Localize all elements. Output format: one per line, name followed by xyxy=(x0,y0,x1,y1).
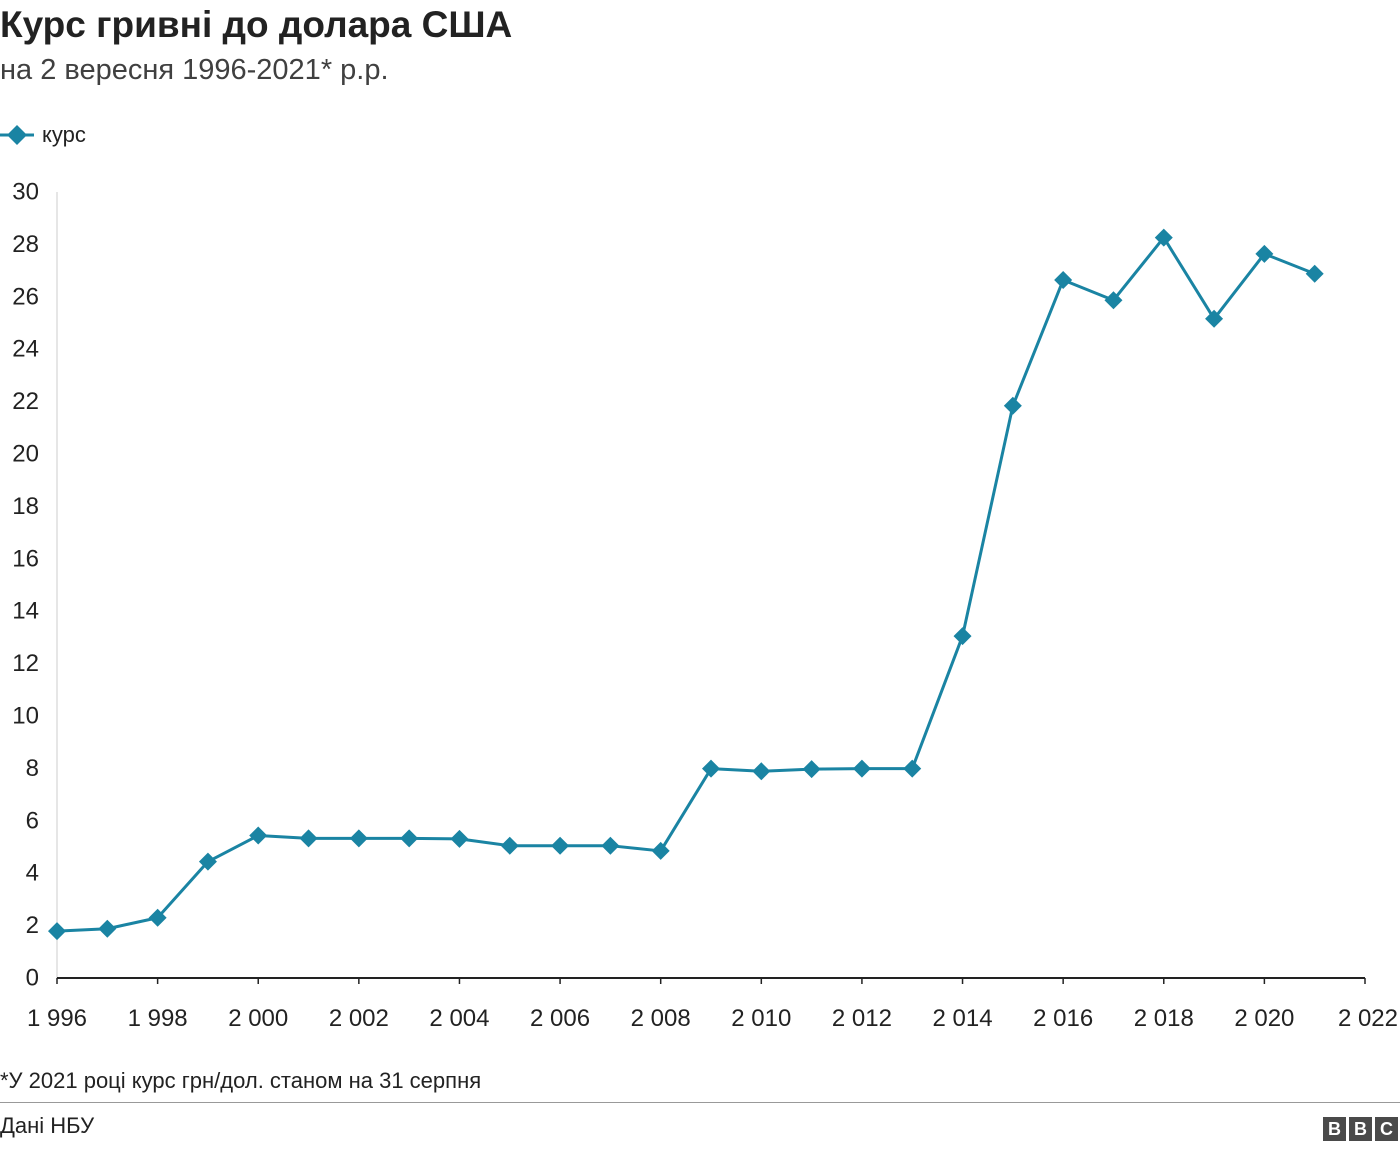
data-point xyxy=(1003,396,1022,415)
y-tick-label: 20 xyxy=(12,441,39,468)
x-tick-label: 2 012 xyxy=(832,1005,892,1032)
x-tick-label: 2 008 xyxy=(631,1005,691,1032)
data-point xyxy=(148,908,167,927)
data-point xyxy=(551,836,570,855)
data-point xyxy=(98,919,117,938)
x-axis: 1 996 1 998 2 000 2 002 2 004 2 006 2 008 2 010… xyxy=(27,977,1398,1032)
data-point xyxy=(953,627,972,646)
series-layer xyxy=(48,228,1324,941)
bbc-logo-letter: B xyxy=(1349,1117,1372,1141)
x-tick-label: 2 006 xyxy=(530,1005,590,1032)
x-tick-label: 2 000 xyxy=(228,1005,288,1032)
data-point xyxy=(702,759,720,778)
y-tick-label: 22 xyxy=(12,388,39,415)
data-point xyxy=(1305,264,1324,283)
chart-title: Курс гривні до долара США xyxy=(0,4,513,45)
data-point xyxy=(752,762,771,781)
data-point xyxy=(1054,271,1073,290)
bbc-logo-letter: C xyxy=(1375,1117,1398,1141)
data-point xyxy=(500,836,519,855)
source-note: Дані НБУ xyxy=(0,1113,95,1138)
data-point xyxy=(852,759,871,778)
x-tick-label: 2 020 xyxy=(1234,1005,1294,1032)
chart-subtitle: на 2 вересня 1996-2021* р.р. xyxy=(0,54,389,86)
data-point xyxy=(1205,309,1224,328)
data-point xyxy=(651,841,670,860)
y-tick-label: 18 xyxy=(12,493,39,520)
y-tick-label: 10 xyxy=(12,703,39,730)
x-tick-label: 2 018 xyxy=(1134,1005,1194,1032)
y-tick-label: 30 xyxy=(12,179,39,206)
y-tick-label: 26 xyxy=(12,283,39,310)
y-tick-label: 2 xyxy=(26,912,39,939)
y-tick-label: 16 xyxy=(12,545,39,572)
x-tick-label: 2 014 xyxy=(933,1005,993,1032)
bbc-logo-letter: B xyxy=(1323,1117,1346,1141)
data-point xyxy=(1154,228,1173,247)
y-tick-label: 4 xyxy=(26,860,39,887)
data-point xyxy=(903,759,922,778)
x-tick-label: 2 002 xyxy=(329,1005,389,1032)
footer-divider xyxy=(0,1102,1400,1103)
data-point xyxy=(299,829,318,848)
x-tick-label: 2 004 xyxy=(429,1005,489,1032)
x-tick-label: 2 016 xyxy=(1033,1005,1093,1032)
y-tick-label: 12 xyxy=(12,650,39,677)
x-tick-label: 1 996 xyxy=(27,1005,87,1032)
y-tick-label: 0 xyxy=(26,965,39,992)
data-point xyxy=(601,836,620,855)
data-point xyxy=(349,829,368,848)
data-point xyxy=(400,829,419,848)
data-point xyxy=(802,760,821,779)
legend-marker-icon xyxy=(0,125,34,145)
legend-label: курс xyxy=(42,122,86,147)
x-tick-label: 1 998 xyxy=(128,1005,188,1032)
x-tick-label: 2 010 xyxy=(731,1005,791,1032)
series-line xyxy=(56,236,1316,933)
footnote: *У 2021 році курс грн/дол. станом на 31 … xyxy=(0,1068,482,1093)
legend: курс xyxy=(0,118,86,152)
y-tick-label: 8 xyxy=(26,755,39,782)
y-tick-label: 24 xyxy=(12,336,39,363)
y-tick-label: 14 xyxy=(12,598,39,625)
x-tick-label: 2 022 xyxy=(1338,1005,1398,1032)
y-tick-label: 6 xyxy=(26,807,39,834)
data-point xyxy=(249,826,268,845)
data-point xyxy=(1104,291,1123,310)
data-point xyxy=(48,922,66,941)
bbc-logo: B B C xyxy=(1323,1117,1398,1141)
y-tick-label: 28 xyxy=(12,231,39,258)
data-point xyxy=(198,852,217,871)
data-point xyxy=(1255,244,1274,263)
data-point xyxy=(450,829,469,848)
